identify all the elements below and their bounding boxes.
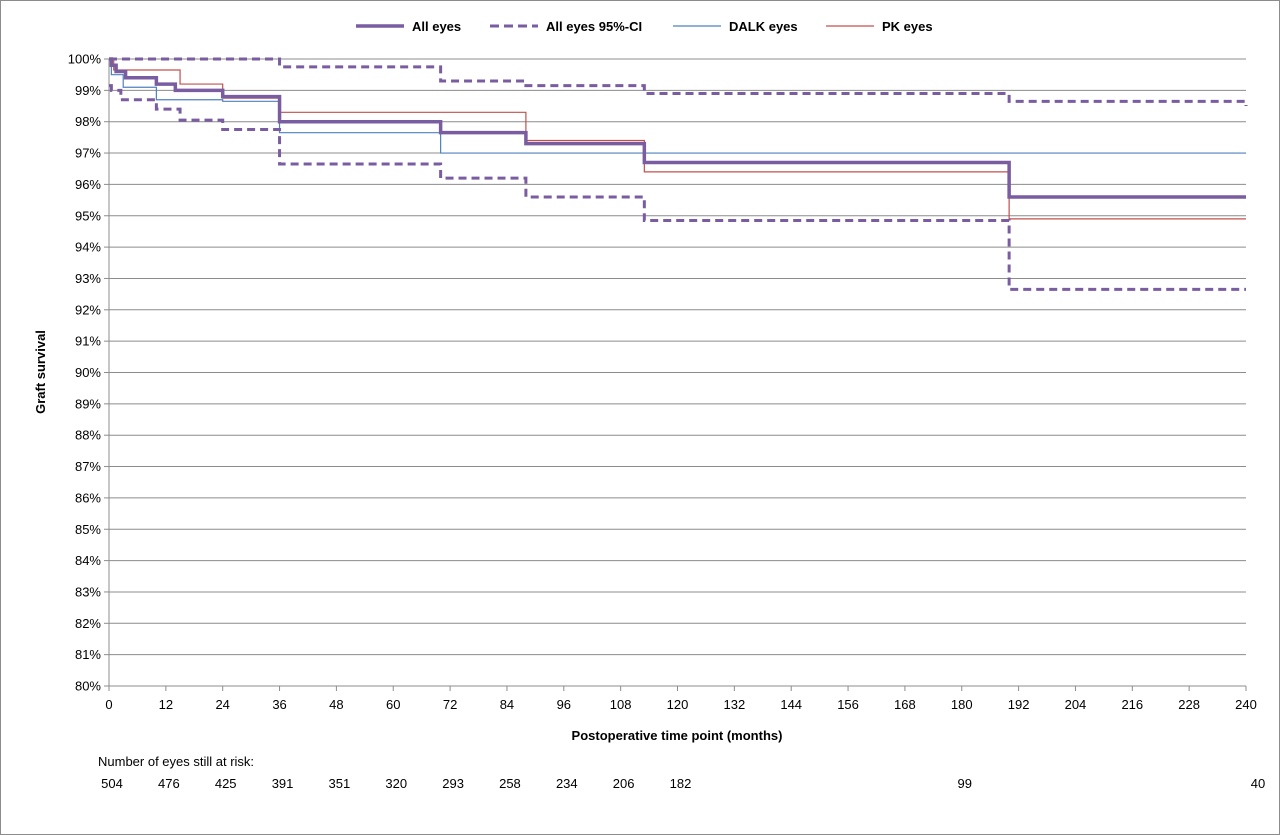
x-tick-label: 0	[105, 697, 112, 712]
x-tick-label: 204	[1065, 697, 1087, 712]
y-tick-label: 90%	[75, 365, 101, 380]
x-tick-label: 48	[329, 697, 343, 712]
y-tick-label: 89%	[75, 396, 101, 411]
x-tick-label: 108	[610, 697, 632, 712]
y-tick-label: 84%	[75, 553, 101, 568]
y-tick-label: 94%	[75, 240, 101, 255]
x-tick-label: 12	[159, 697, 173, 712]
legend: All eyes All eyes 95%-CI DALK eyes PK eyes	[356, 19, 933, 34]
y-axis-title: Graft survival	[33, 330, 48, 414]
legend-label: DALK eyes	[729, 19, 798, 34]
x-tick-label: 72	[443, 697, 457, 712]
y-tick-label: 82%	[75, 616, 101, 631]
x-tick-label: 228	[1178, 697, 1200, 712]
legend-label: All eyes	[412, 19, 461, 34]
at-risk-count: 234	[556, 776, 578, 791]
y-tick-label: 88%	[75, 428, 101, 443]
x-tick-label: 24	[215, 697, 229, 712]
y-tick-label: 95%	[75, 208, 101, 223]
at-risk-count: 504	[101, 776, 123, 791]
at-risk-count: 99	[958, 776, 972, 791]
y-tick-label: 86%	[75, 490, 101, 505]
y-tick-label: 97%	[75, 146, 101, 161]
at-risk-title: Number of eyes still at risk:	[98, 754, 254, 769]
x-tick-label: 144	[780, 697, 802, 712]
x-tick-label: 192	[1008, 697, 1030, 712]
at-risk-count: 293	[442, 776, 464, 791]
at-risk-count: 258	[499, 776, 521, 791]
y-tick-label: 93%	[75, 271, 101, 286]
at-risk-count: 182	[670, 776, 692, 791]
y-tick-label: 87%	[75, 459, 101, 474]
at-risk-count: 351	[329, 776, 351, 791]
x-tick-label: 156	[837, 697, 859, 712]
at-risk-count: 206	[613, 776, 635, 791]
y-tick-label: 99%	[75, 83, 101, 98]
y-tick-label: 92%	[75, 302, 101, 317]
y-tick-label: 83%	[75, 584, 101, 599]
at-risk-count: 40	[1251, 776, 1265, 791]
x-tick-label: 120	[667, 697, 689, 712]
legend-label: All eyes 95%-CI	[546, 19, 642, 34]
at-risk-count: 391	[272, 776, 294, 791]
x-tick-label: 96	[557, 697, 571, 712]
x-tick-label: 60	[386, 697, 400, 712]
y-tick-label: 81%	[75, 647, 101, 662]
at-risk-count: 320	[385, 776, 407, 791]
y-tick-label: 85%	[75, 522, 101, 537]
x-tick-label: 240	[1235, 697, 1257, 712]
at-risk-count: 476	[158, 776, 180, 791]
x-tick-label: 132	[723, 697, 745, 712]
y-tick-label: 98%	[75, 114, 101, 129]
x-tick-label: 216	[1121, 697, 1143, 712]
y-tick-label: 100%	[68, 52, 102, 67]
axis-layer: 80% 81% 82% 83% 84% 85% 86% 87% 88% 89% 90% 91% 92% 9…	[68, 52, 1257, 713]
series-layer	[109, 59, 1246, 289]
at-risk-count: 425	[215, 776, 237, 791]
y-tick-label: 91%	[75, 334, 101, 349]
x-tick-label: 180	[951, 697, 973, 712]
y-tick-label: 96%	[75, 177, 101, 192]
x-axis-title: Postoperative time point (months)	[572, 728, 783, 743]
x-tick-label: 84	[500, 697, 514, 712]
x-tick-label: 36	[272, 697, 286, 712]
x-tick-label: 168	[894, 697, 916, 712]
legend-label: PK eyes	[882, 19, 933, 34]
y-tick-label: 80%	[75, 679, 101, 694]
